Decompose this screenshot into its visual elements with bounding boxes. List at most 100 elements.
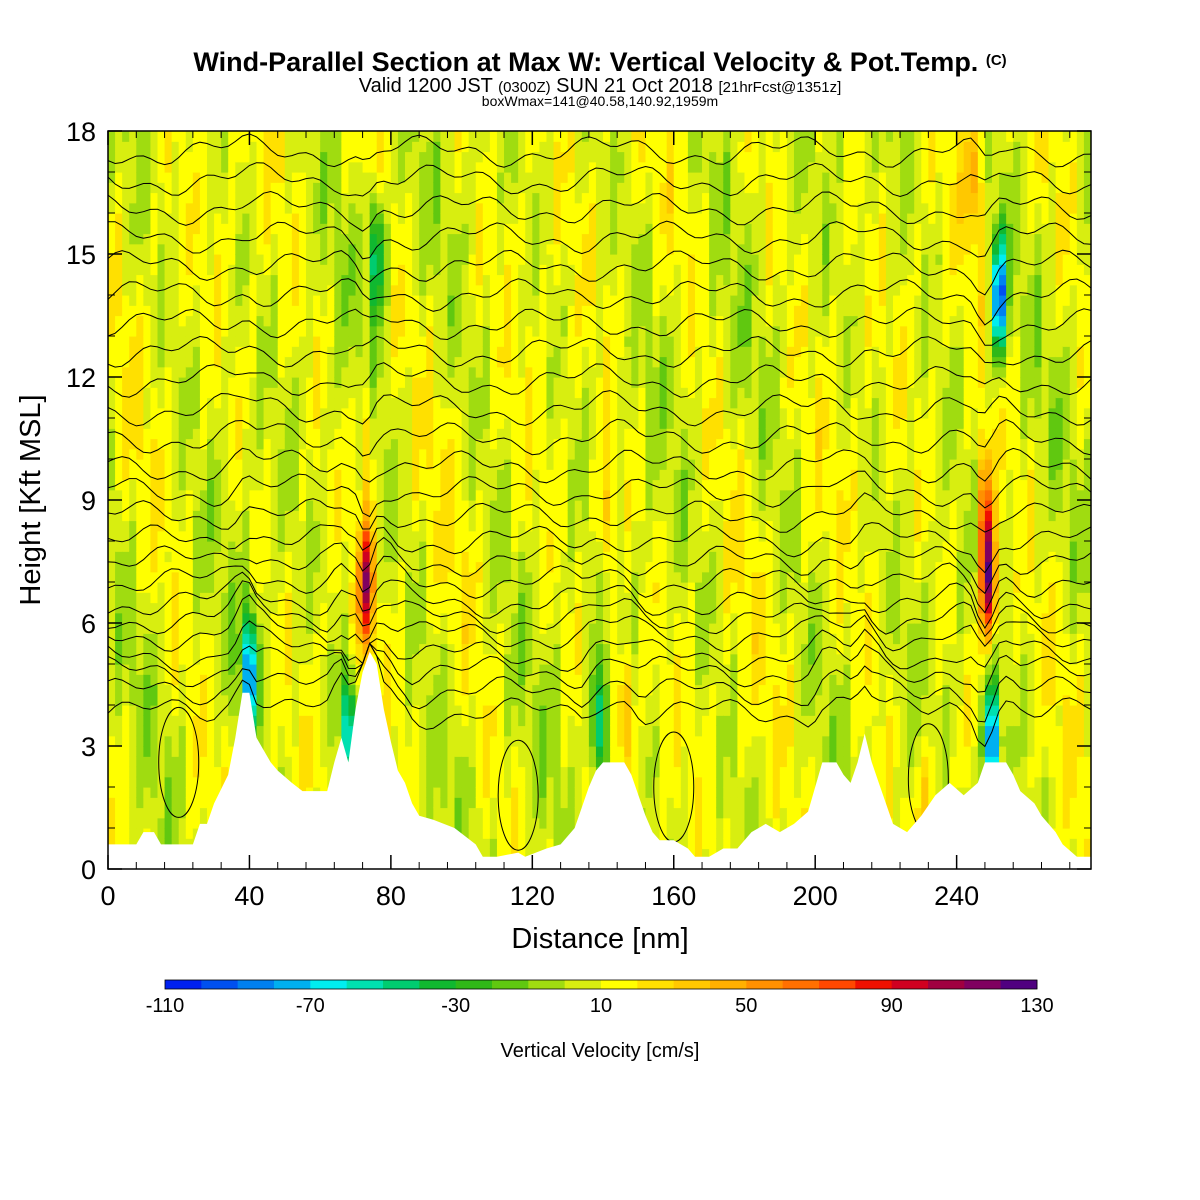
field-cell	[588, 479, 597, 491]
field-cell	[150, 387, 159, 399]
field-cell	[143, 541, 152, 552]
field-cell	[143, 674, 152, 686]
field-cell	[553, 325, 562, 337]
field-cell	[291, 602, 300, 614]
field-cell	[192, 561, 201, 573]
field-cell	[560, 664, 569, 675]
field-cell	[221, 366, 229, 378]
field-cell	[433, 182, 441, 194]
field-cell	[108, 305, 116, 317]
field-cell	[157, 510, 166, 522]
field-cell	[348, 438, 357, 450]
field-cell	[185, 612, 194, 624]
field-cell	[122, 756, 130, 768]
field-cell	[588, 192, 597, 204]
field-cell	[475, 469, 484, 481]
field-cell	[440, 520, 449, 532]
field-cell	[270, 407, 279, 419]
field-cell	[136, 243, 144, 255]
field-cell	[192, 787, 201, 798]
field-cell	[192, 131, 201, 142]
field-cell	[199, 356, 208, 368]
field-cell	[277, 161, 286, 173]
field-cell	[595, 653, 604, 665]
field-cell	[207, 428, 215, 440]
field-cell	[115, 551, 123, 563]
field-cell	[298, 284, 307, 296]
field-cell	[553, 551, 562, 563]
field-cell	[511, 438, 519, 450]
field-cell	[362, 510, 371, 522]
field-cell	[383, 418, 392, 429]
field-cell	[518, 182, 526, 194]
field-cell	[390, 674, 399, 686]
field-cell	[525, 223, 533, 235]
field-cell	[397, 715, 406, 727]
field-cell	[511, 397, 519, 409]
field-cell	[214, 377, 222, 388]
field-cell	[150, 305, 159, 317]
field-cell	[567, 612, 576, 624]
field-cell	[369, 151, 378, 163]
field-cell	[221, 469, 229, 481]
field-cell	[334, 325, 342, 337]
field-cell	[199, 694, 208, 706]
field-cell	[574, 315, 583, 327]
field-cell	[433, 469, 441, 481]
field-cell	[567, 500, 576, 511]
field-cell	[108, 202, 116, 214]
field-cell	[115, 325, 123, 337]
field-cell	[192, 377, 201, 388]
field-cell	[207, 397, 215, 409]
field-cell	[249, 653, 258, 665]
field-cell	[249, 623, 258, 634]
field-cell	[504, 694, 512, 706]
field-cell	[129, 551, 137, 563]
field-cell	[327, 264, 335, 276]
field-cell	[553, 418, 562, 429]
field-cell	[532, 459, 540, 470]
field-cell	[171, 223, 180, 235]
field-cell	[560, 366, 569, 378]
field-cell	[581, 715, 590, 727]
field-cell	[136, 264, 144, 276]
field-cell	[270, 459, 279, 470]
field-cell	[595, 612, 604, 624]
field-cell	[235, 377, 243, 388]
field-cell	[291, 653, 300, 665]
field-cell	[171, 592, 180, 604]
field-cell	[511, 161, 519, 173]
field-cell	[199, 776, 208, 788]
field-cell	[525, 500, 533, 511]
field-cell	[546, 735, 555, 747]
field-cell	[242, 274, 251, 286]
field-cell	[405, 746, 413, 757]
field-cell	[115, 356, 123, 368]
field-cell	[546, 366, 555, 378]
field-cell	[115, 172, 123, 183]
field-cell	[426, 182, 434, 194]
field-cell	[129, 161, 137, 173]
field-cell	[525, 715, 533, 727]
field-cell	[178, 551, 187, 563]
field-cell	[574, 141, 583, 153]
field-cell	[284, 213, 293, 224]
field-cell	[440, 213, 449, 224]
field-cell	[511, 694, 519, 706]
field-cell	[143, 694, 152, 706]
field-cell	[298, 243, 307, 255]
field-cell	[546, 592, 555, 604]
field-cell	[419, 325, 427, 337]
field-cell	[129, 756, 137, 768]
field-cell	[440, 295, 449, 306]
field-cell	[525, 377, 533, 388]
field-cell	[581, 612, 590, 624]
field-cell	[348, 141, 357, 153]
field-cell	[256, 407, 265, 419]
field-cell	[525, 346, 533, 358]
field-cell	[277, 766, 286, 778]
field-cell	[270, 243, 279, 255]
field-cell	[489, 694, 498, 706]
field-cell	[199, 161, 208, 173]
field-cell	[185, 356, 194, 368]
